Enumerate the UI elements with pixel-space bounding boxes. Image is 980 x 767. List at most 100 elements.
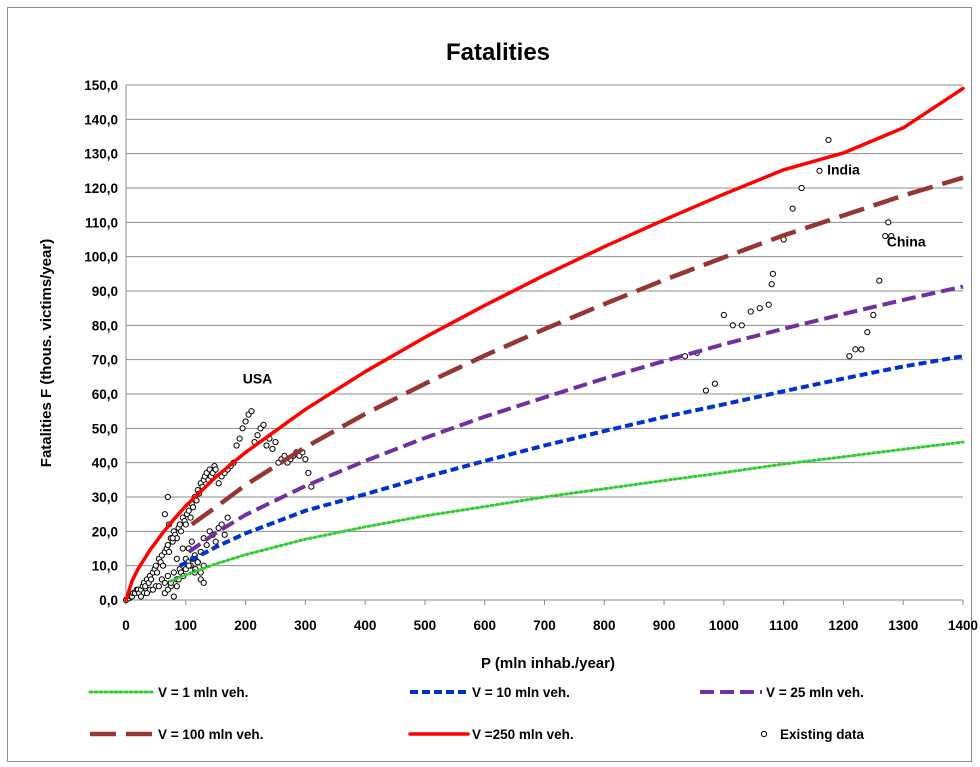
data-point xyxy=(176,521,183,528)
y-tick-label: 60,0 xyxy=(92,387,118,402)
data-point xyxy=(768,281,775,288)
data-point xyxy=(825,136,832,144)
data-point xyxy=(203,541,210,549)
tick-layer: 0,0 10,0 20,0 30,0 40,0 50,0 60,0 70,0 80,0 90,0 1… xyxy=(84,78,978,633)
y-tick-label: 120,0 xyxy=(84,181,118,196)
data-point xyxy=(164,572,171,580)
y-tick-label: 40,0 xyxy=(92,456,118,471)
data-point xyxy=(236,435,243,442)
x-tick-label: 100 xyxy=(175,618,198,633)
data-point xyxy=(161,511,168,518)
y-tick-label: 90,0 xyxy=(92,284,118,299)
data-point xyxy=(170,569,177,576)
series-line xyxy=(169,440,965,583)
data-point xyxy=(155,583,162,590)
data-point xyxy=(170,593,177,600)
data-point xyxy=(185,507,192,514)
y-tick-label: 110,0 xyxy=(85,215,118,230)
series-line xyxy=(190,175,964,527)
y-tick-label: 30,0 xyxy=(92,490,118,505)
data-point xyxy=(161,579,168,586)
x-tick-label: 0 xyxy=(122,618,130,633)
x-tick-label: 1000 xyxy=(709,618,739,633)
data-point xyxy=(164,586,171,593)
legend: V = 1 mln veh. V = 10 mln veh. V = 25 mln … xyxy=(88,685,865,742)
y-tick-label: 80,0 xyxy=(92,318,118,333)
data-point xyxy=(870,311,877,319)
data-point xyxy=(187,514,194,521)
data-point xyxy=(239,425,246,432)
chart-title: Fatalities xyxy=(446,39,550,66)
data-point xyxy=(218,521,225,528)
data-point xyxy=(143,590,151,597)
data-point xyxy=(305,469,312,477)
data-point xyxy=(765,301,772,308)
annotation-label: India xyxy=(827,161,860,177)
data-point xyxy=(720,311,727,319)
data-point xyxy=(254,432,261,439)
data-point xyxy=(263,442,270,449)
data-point xyxy=(212,538,219,545)
data-point xyxy=(852,346,859,353)
y-tick-label: 140,0 xyxy=(84,112,118,127)
legend-label: V =250 mln veh. xyxy=(472,727,574,742)
y-tick-label: 10,0 xyxy=(92,559,118,574)
series-layer xyxy=(122,86,965,604)
x-tick-label: 400 xyxy=(354,618,377,633)
data-point xyxy=(858,346,865,353)
series-line xyxy=(178,354,964,568)
data-point xyxy=(248,408,255,415)
y-axis-label: Fatalities F (thous. victims/year) xyxy=(38,239,55,467)
legend-label: Existing data xyxy=(780,727,865,742)
data-point xyxy=(885,219,892,226)
data-point xyxy=(876,277,883,284)
legend-label: V = 25 mln veh. xyxy=(766,685,864,700)
x-tick-label: 1100 xyxy=(769,618,798,633)
legend-label: V = 1 mln veh. xyxy=(158,685,248,700)
data-point xyxy=(711,380,718,387)
data-point xyxy=(153,569,161,576)
data-point xyxy=(233,442,240,449)
data-point xyxy=(177,528,185,535)
data-point xyxy=(269,445,276,453)
data-point xyxy=(738,322,745,329)
data-point xyxy=(179,545,186,552)
series-line xyxy=(124,86,965,602)
data-point xyxy=(729,322,736,329)
data-point xyxy=(165,548,173,556)
data-point xyxy=(224,514,231,521)
x-tick-label: 1400 xyxy=(948,618,978,633)
data-point xyxy=(302,456,309,463)
data-point xyxy=(149,586,157,593)
y-tick-label: 130,0 xyxy=(84,147,118,162)
legend-label: V = 100 mln veh. xyxy=(158,727,263,742)
data-point xyxy=(882,232,889,240)
y-tick-label: 100,0 xyxy=(84,250,118,265)
x-tick-label: 300 xyxy=(294,618,317,633)
data-point xyxy=(164,493,171,501)
data-point xyxy=(798,184,805,192)
data-point xyxy=(137,593,145,600)
x-tick-label: 600 xyxy=(473,618,496,633)
data-point xyxy=(681,353,689,360)
data-point xyxy=(702,387,710,394)
data-point xyxy=(816,167,823,174)
data-point xyxy=(272,438,279,446)
data-point xyxy=(200,579,207,586)
legend-label: V = 10 mln veh. xyxy=(472,685,570,700)
data-point xyxy=(148,576,155,583)
x-axis-label: P (mln inhab./year) xyxy=(481,655,615,672)
data-point xyxy=(164,541,171,549)
legend-marker xyxy=(760,730,768,738)
annotation-label: China xyxy=(887,233,926,249)
x-tick-label: 900 xyxy=(653,618,676,633)
data-point xyxy=(185,562,192,569)
data-point xyxy=(188,538,195,545)
series-line xyxy=(187,284,964,554)
y-tick-label: 20,0 xyxy=(92,524,118,539)
chart-frame xyxy=(7,7,972,762)
data-point xyxy=(173,555,180,562)
data-point xyxy=(159,562,167,569)
y-tick-label: 150,0 xyxy=(84,78,118,93)
